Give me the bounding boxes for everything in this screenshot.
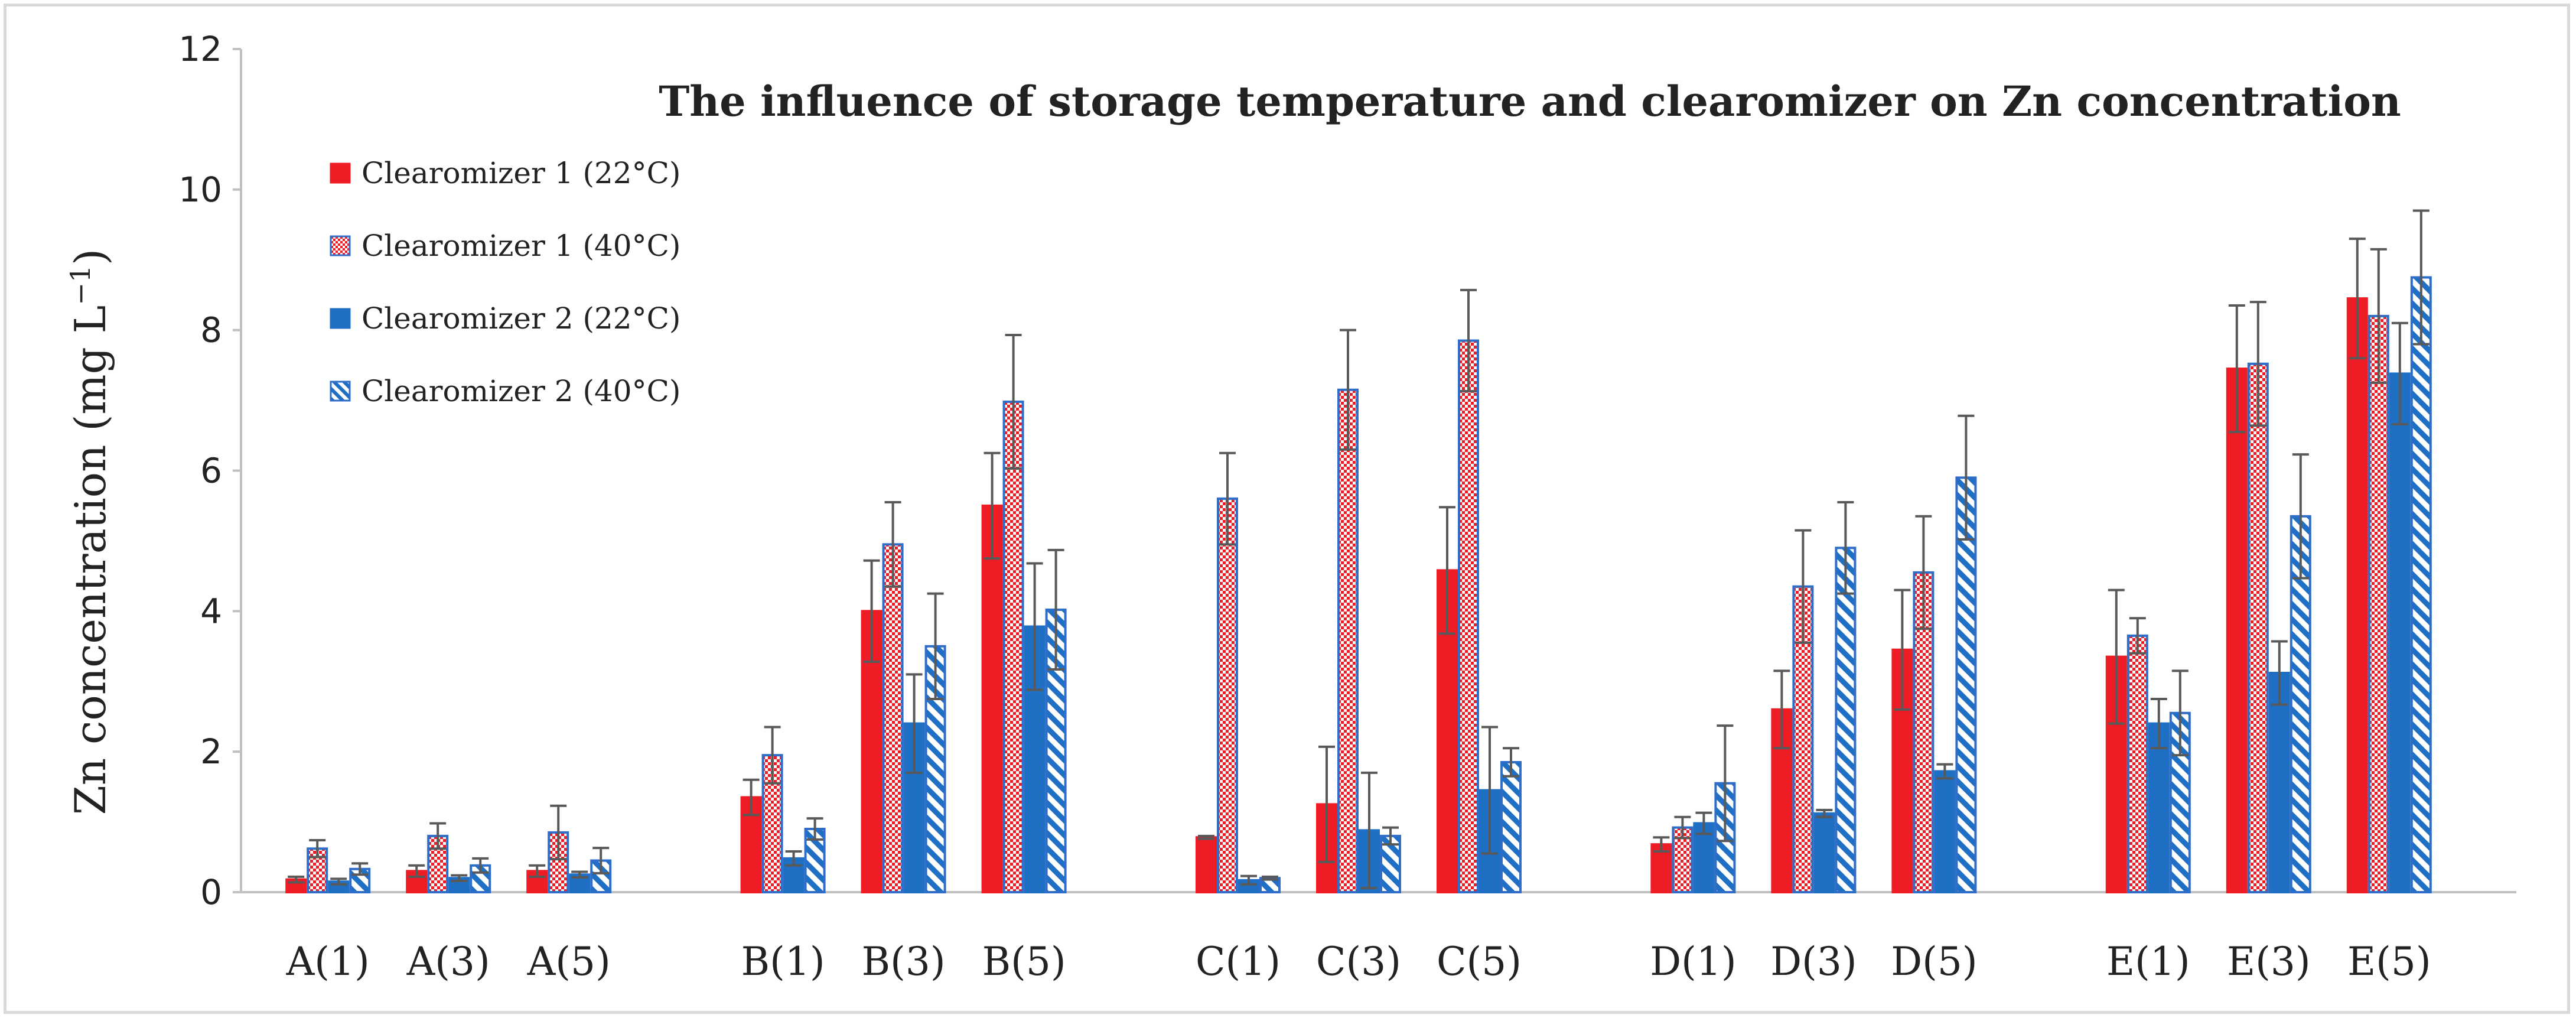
y-tick-label: 2 xyxy=(200,731,222,772)
bar-solid-blue-e3 xyxy=(2268,671,2290,893)
bar-solid-blue-d3 xyxy=(1813,812,1835,894)
y-tick-label: 10 xyxy=(178,170,222,210)
x-category-label: C(5) xyxy=(1437,939,1522,984)
y-axis-label: Zn concentration (mg L−1) xyxy=(64,249,115,815)
x-category-label: B(1) xyxy=(741,939,825,984)
legend-label: Clearomizer 2 (40°C) xyxy=(362,374,680,408)
y-tick-label: 4 xyxy=(200,591,222,631)
x-category-label: E(1) xyxy=(2106,939,2190,984)
bar-solid-red-b5 xyxy=(981,504,1003,893)
bar-solid-red-c1 xyxy=(1196,836,1217,893)
error-bar-group xyxy=(288,209,2430,889)
x-category-label: B(5) xyxy=(982,939,1066,984)
x-category-label: A(5) xyxy=(527,939,611,984)
bar-solid-blue-d5 xyxy=(1934,770,1956,894)
x-category-label: C(1) xyxy=(1196,939,1281,984)
x-category-label: A(3) xyxy=(406,939,490,984)
x-category-label: C(3) xyxy=(1316,939,1401,984)
bar-dotted-red-e1 xyxy=(2126,634,2148,894)
bar-striped-blue-d3 xyxy=(1835,547,1857,893)
y-tick-label: 12 xyxy=(178,29,222,69)
x-category-label: B(3) xyxy=(862,939,946,984)
legend-swatch-striped-blue xyxy=(330,381,351,402)
x-category-label: D(1) xyxy=(1650,939,1736,984)
y-axis: 0 2 4 6 8 10 12 xyxy=(178,29,242,912)
bar-solid-blue-e5 xyxy=(2389,372,2411,893)
bar-solid-red-e3 xyxy=(2226,368,2248,893)
x-category-label: D(3) xyxy=(1770,939,1857,984)
category-labels: A(1) A(3) A(5) B(1) B(3) B(5) C(1) C(3) C(5) D(1)… xyxy=(286,939,2431,984)
x-category-label: D(5) xyxy=(1891,939,1977,984)
y-axis-label-close: ) xyxy=(66,249,115,265)
x-category-label: E(3) xyxy=(2227,939,2311,984)
x-category-label: E(5) xyxy=(2347,939,2431,984)
legend-swatch-dotted-red xyxy=(330,235,351,256)
bar-dotted-red-c3 xyxy=(1337,388,1359,893)
bar-dotted-red-e5 xyxy=(2367,314,2389,893)
y-axis-label-unit-superscript: −1 xyxy=(64,265,96,305)
chart-title: The influence of storage temperature and… xyxy=(659,77,2401,126)
bar-striped-blue-e5 xyxy=(2410,276,2432,894)
bar-striped-blue-c5 xyxy=(1500,761,1522,893)
bar-series-group xyxy=(285,276,2432,894)
y-tick-label: 8 xyxy=(200,310,222,350)
bar-dotted-red-b3 xyxy=(882,543,904,893)
y-tick-label: 0 xyxy=(200,872,222,912)
bar-striped-blue-e1 xyxy=(2169,711,2191,893)
chart-legend: Clearomizer 1 (22°C) Clearomizer 1 (40°C)… xyxy=(330,156,680,408)
legend-swatch-solid-red xyxy=(330,162,351,184)
bar-dotted-red-b5 xyxy=(1002,400,1024,893)
bar-solid-red-e5 xyxy=(2346,297,2368,893)
y-axis-label-main: Zn concentration (mg L xyxy=(66,305,115,815)
x-category-label: A(1) xyxy=(286,939,370,984)
bar-dotted-red-e3 xyxy=(2247,362,2269,893)
legend-label: Clearomizer 2 (22°C) xyxy=(362,301,680,336)
legend-label: Clearomizer 1 (40°C) xyxy=(362,229,680,263)
y-tick-label: 6 xyxy=(200,451,222,491)
bar-solid-blue-e1 xyxy=(2148,722,2170,893)
legend-swatch-solid-blue xyxy=(330,308,351,329)
bar-dotted-red-c1 xyxy=(1217,498,1238,893)
bar-dotted-red-c5 xyxy=(1458,339,1479,893)
legend-label: Clearomizer 1 (22°C) xyxy=(362,156,680,190)
